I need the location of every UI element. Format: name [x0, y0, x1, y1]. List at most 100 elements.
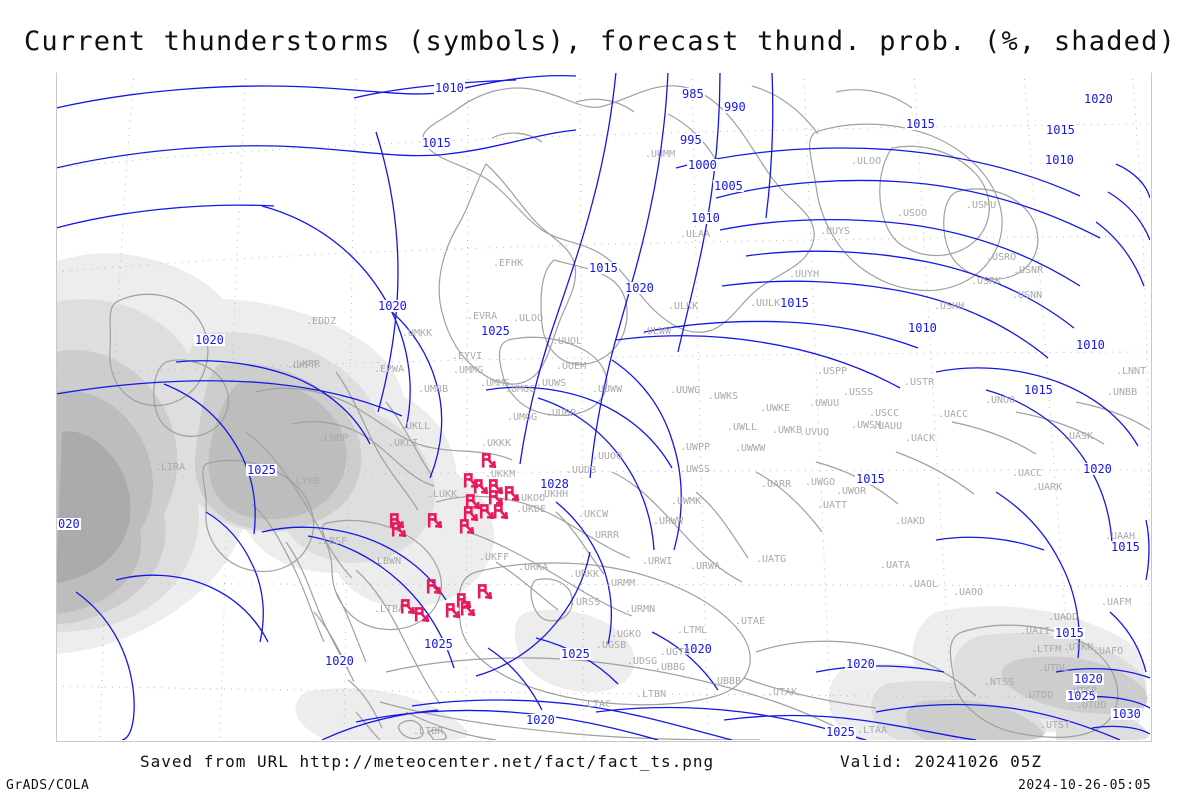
station-label: .UKFF — [479, 552, 510, 563]
thunderstorm-symbol — [487, 478, 504, 495]
station-label: .UNBB — [1107, 387, 1138, 398]
station-label: .UWUU — [809, 398, 840, 409]
station-label: .LTFM — [1031, 644, 1062, 655]
station-label: .URMN — [625, 604, 656, 615]
timestamp-label: 2024-10-26-05:05 — [1018, 778, 1152, 793]
isobar-label: 1015 — [1110, 540, 1141, 554]
station-label: .UWLL — [727, 422, 758, 433]
station-label: .UUWG — [670, 385, 701, 396]
station-label: .UACC — [938, 409, 969, 420]
station-label: .EYVI — [452, 351, 483, 362]
station-label: .UASK — [1063, 431, 1094, 442]
isobar-label: 1025 — [246, 463, 277, 477]
station-label: .UACK — [905, 433, 936, 444]
isobar-label: 1015 — [779, 296, 810, 310]
thunderstorm-symbol — [464, 493, 481, 510]
thunderstorm-symbol — [492, 503, 509, 520]
thunderstorm-symbol — [478, 503, 495, 520]
isobar-label: 020 — [57, 517, 81, 531]
station-label-layer: .EFHK .EDDZ .EVRA .ULOO .UMKK .EYVI .UUEM .LKPR… — [56, 72, 1150, 740]
station-label: .NTSS — [984, 677, 1015, 688]
station-label: .UMGG — [507, 412, 538, 423]
isobar-label: 1020 — [377, 299, 408, 313]
station-label: .UKKK — [481, 438, 512, 449]
station-label: .UKHH — [538, 489, 569, 500]
station-label: .UUWW — [592, 384, 623, 395]
isobar-label: 1010 — [690, 211, 721, 225]
station-label: .UUMM — [645, 149, 676, 160]
thunderstorm-symbol — [413, 606, 430, 623]
thunderstorm-symbol — [425, 578, 442, 595]
station-label: .USNR — [1013, 265, 1044, 276]
station-label: .URWI — [642, 556, 673, 567]
station-label: .LTBR — [413, 726, 444, 737]
station-label: .UTDD — [1076, 700, 1107, 711]
isobar-label: 1020 — [324, 654, 355, 668]
isobar-label: 1010 — [1044, 153, 1075, 167]
station-label: .LNNT — [1116, 366, 1147, 377]
station-label: .UAKD — [895, 516, 926, 527]
isobar-label: 1020 — [682, 642, 713, 656]
station-label: .UWKS — [708, 391, 739, 402]
station-label: .UTST — [1040, 720, 1071, 731]
isobar-label: 1025 — [480, 324, 511, 338]
station-label: .USTR — [904, 377, 935, 388]
isobar-label: 1010 — [1075, 338, 1106, 352]
station-label: .UGSB — [596, 640, 627, 651]
station-label: .UUEM — [556, 361, 587, 372]
station-label: .UKCW — [578, 509, 609, 520]
thunderstorm-symbol — [487, 489, 504, 506]
station-label: .UMGG — [505, 384, 536, 395]
graticule-layer — [56, 72, 1150, 740]
station-label: .ULWW — [641, 326, 672, 337]
station-label: .USRK — [971, 276, 1002, 287]
isobar-label: 1025 — [560, 647, 591, 661]
station-label: .UAII — [1020, 626, 1051, 637]
isobar-label: 1020 — [1083, 92, 1114, 106]
station-label: .UDSG — [627, 656, 658, 667]
station-label: .LUKK — [427, 489, 458, 500]
isobar-label: 1005 — [713, 179, 744, 193]
isobar-label: 1015 — [421, 136, 452, 150]
station-label: .URRR — [589, 530, 620, 541]
producer-label: GrADS/COLA — [6, 778, 90, 793]
station-label: .LTAC — [581, 699, 612, 710]
isobar-label: 1010 — [907, 321, 938, 335]
isobar-label: 1015 — [905, 117, 936, 131]
station-label: .UUOL — [552, 336, 583, 347]
station-label: .LHBP — [318, 433, 349, 444]
station-label: .UTAK — [767, 687, 798, 698]
source-url-text: Saved from URL http://meteocenter.net/fa… — [140, 752, 715, 771]
thunderstorm-symbol — [458, 518, 475, 535]
station-label: .USOO — [897, 208, 928, 219]
isobar-label: 1015 — [1054, 626, 1085, 640]
station-label: .UULK — [750, 298, 781, 309]
station-label: .UUOO — [592, 451, 623, 462]
station-label: .UAFO — [1093, 646, 1124, 657]
thunderstorm-symbol — [480, 452, 497, 469]
station-label: .UUWS — [536, 378, 567, 389]
station-label: .UWWW — [735, 443, 766, 454]
station-label: .ULOO — [851, 156, 882, 167]
map-panel[interactable]: 1010 985 990 1015 995 1000 1005 1010 1015 1015 102… — [56, 72, 1150, 740]
station-label: .UUYS — [820, 226, 851, 237]
station-label: .UVUQ — [799, 427, 830, 438]
station-label: .UADD — [1048, 612, 1079, 623]
isobar-label: 1020 — [845, 657, 876, 671]
thunderstorm-symbol — [472, 478, 489, 495]
isobar-label: 1025 — [1066, 689, 1097, 703]
station-label: .USRO — [986, 252, 1017, 263]
station-label: .UKDE — [516, 504, 547, 515]
isobar-label: 1030 — [1111, 707, 1142, 721]
station-label: .UARK — [1032, 482, 1063, 493]
thunderstorm-symbol — [503, 485, 520, 502]
station-label: .UTAE — [735, 616, 766, 627]
station-label: .UAAH — [1105, 531, 1136, 542]
isobar-label: 1015 — [855, 472, 886, 486]
station-label: .UUBP — [546, 408, 577, 419]
station-label: .URMM — [605, 578, 636, 589]
thunderstorm-symbol-layer — [56, 72, 1150, 740]
isobar-label: 985 — [681, 87, 705, 101]
isobar-label: 1028 — [539, 477, 570, 491]
isobar-label: 1020 — [624, 281, 655, 295]
